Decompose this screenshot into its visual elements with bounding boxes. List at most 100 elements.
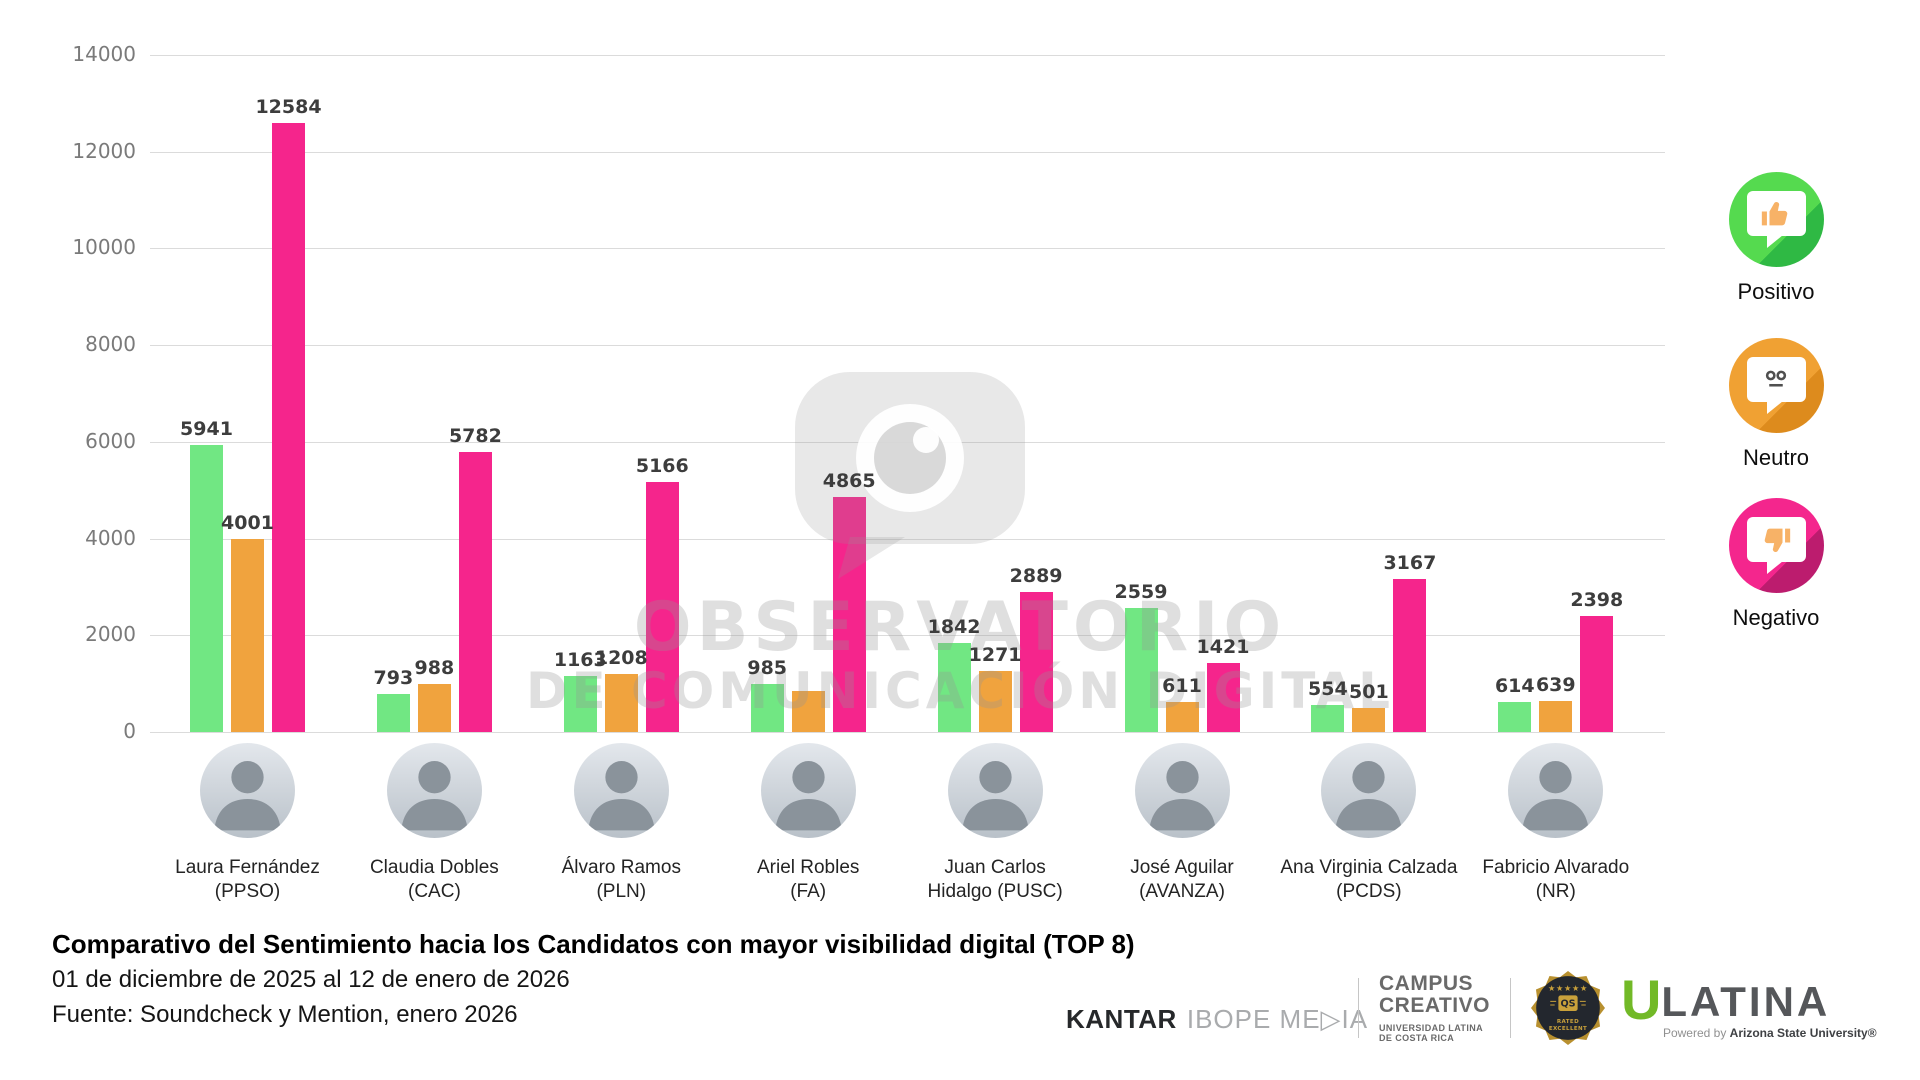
bar-value-label: 639 bbox=[1535, 674, 1576, 696]
candidate: Ana Virginia Calzada (PCDS) bbox=[1263, 732, 1475, 904]
candidate-name-line2: (PPSO) bbox=[214, 881, 281, 902]
bar-value-label: 12584 bbox=[255, 96, 322, 118]
bar-neutro bbox=[417, 684, 451, 732]
candidate: Fabricio Alvarado (NR) bbox=[1450, 732, 1662, 904]
candidate: José Aguilar (AVANZA) bbox=[1076, 732, 1288, 904]
bar-positivo bbox=[937, 643, 971, 732]
candidate-name-line1: Ariel Robles bbox=[756, 857, 860, 878]
divider bbox=[1509, 978, 1511, 1038]
bar-group: 554 501 3167 bbox=[1308, 552, 1436, 732]
y-tick-label: 12000 bbox=[72, 138, 136, 163]
bar-slot: 1208 bbox=[595, 647, 648, 732]
bar-value-label: 611 bbox=[1162, 675, 1202, 697]
y-tick-label: 6000 bbox=[85, 428, 136, 453]
partner-logos: CAMPUS CREATIVO UNIVERSIDAD LATINA DE CO… bbox=[1338, 956, 1877, 1060]
bar-slot: 554 bbox=[1308, 678, 1348, 732]
legend-item-neutro: Neutro bbox=[1690, 338, 1862, 471]
bar-slot: 1271 bbox=[969, 644, 1022, 732]
bar-value-label: 793 bbox=[373, 667, 414, 689]
svg-text:EXCELLENT: EXCELLENT bbox=[1549, 1026, 1587, 1032]
bar-negativo bbox=[272, 123, 305, 732]
bar-value-label: 5782 bbox=[448, 425, 502, 447]
candidate: Laura Fernández (PPSO) bbox=[142, 732, 354, 904]
candidate-photo bbox=[200, 743, 295, 838]
bar-slot: 793 bbox=[374, 667, 413, 732]
bar-slot: 5782 bbox=[449, 425, 502, 732]
candidate: Ariel Robles (FA) bbox=[702, 732, 914, 904]
bar-slot: 639 bbox=[1536, 674, 1576, 732]
bar-value-label: 5941 bbox=[180, 418, 233, 440]
bar-positivo bbox=[750, 684, 784, 732]
y-tick-label: 14000 bbox=[72, 42, 136, 66]
bar-value-label: 1842 bbox=[927, 616, 981, 638]
bar-neutro bbox=[978, 671, 1012, 732]
candidate-name-line1: Claudia Dobles bbox=[369, 857, 499, 878]
candidate-name: José Aguilar (AVANZA) bbox=[1076, 856, 1288, 904]
legend-label-negativo: Negativo bbox=[1732, 605, 1820, 630]
legend-item-negativo: Negativo bbox=[1690, 498, 1862, 631]
gridline bbox=[150, 441, 1665, 443]
bar-slot: 2559 bbox=[1115, 581, 1167, 732]
candidate-name-line2: (FA) bbox=[790, 881, 827, 902]
bar-negativo bbox=[1393, 579, 1427, 732]
bar-slot: 614 bbox=[1495, 675, 1535, 732]
bar-slot: 2889 bbox=[1010, 565, 1063, 732]
bar-positivo bbox=[1498, 702, 1532, 732]
bar-value-label: 2398 bbox=[1570, 589, 1624, 611]
kantar-ibope-media-logo: KANTAR IBOPE ME▷IA bbox=[1066, 1004, 1368, 1035]
bar-value-label: 1421 bbox=[1196, 636, 1250, 658]
bar-neutro bbox=[1165, 702, 1199, 732]
candidate-name-line1: Álvaro Ramos bbox=[561, 857, 681, 878]
candidate-name: Claudia Dobles (CAC) bbox=[328, 856, 540, 904]
bar-value-label: 554 bbox=[1308, 678, 1348, 700]
bar-group: 985 4865 bbox=[747, 470, 876, 732]
bar-value-label: 1208 bbox=[594, 647, 648, 669]
candidate-name-line1: Juan Carlos bbox=[944, 857, 1046, 878]
bar-slot: 2398 bbox=[1570, 589, 1623, 732]
bar-neutro bbox=[231, 539, 264, 732]
bar-value-label: 2889 bbox=[1009, 565, 1063, 587]
gridline bbox=[150, 248, 1665, 250]
bar-value-label: 1271 bbox=[968, 644, 1022, 666]
candidate-name-line2: (PLN) bbox=[596, 881, 647, 902]
bar-slot: 12584 bbox=[255, 96, 322, 732]
bar-slot: 3167 bbox=[1383, 552, 1436, 732]
candidate-name: Juan Carlos Hidalgo (PUSC) bbox=[889, 856, 1101, 904]
bar-negativo bbox=[1019, 592, 1053, 732]
candidate-name-line2: Hidalgo (PUSC) bbox=[927, 881, 1063, 902]
qs-rated-excellent-badge: ★★★★★ QS RATED EXCELLENT bbox=[1530, 971, 1605, 1045]
bar-group: 2559 611 1421 bbox=[1115, 581, 1249, 732]
bar-positivo bbox=[376, 694, 410, 732]
bar-positivo bbox=[563, 676, 597, 732]
candidate-name-line2: (AVANZA) bbox=[1139, 881, 1225, 902]
candidate-photo bbox=[1508, 743, 1604, 838]
candidate: Claudia Dobles (CAC) bbox=[328, 732, 540, 904]
bar-slot: 5166 bbox=[636, 455, 689, 732]
bar-slot: 4001 bbox=[221, 512, 274, 732]
bar-group: 793 988 5782 bbox=[374, 425, 502, 732]
bar-group: 5941 4001 12584 bbox=[180, 96, 322, 732]
bar-value-label: 4865 bbox=[822, 470, 876, 492]
legend-label-neutro: Neutro bbox=[1742, 445, 1810, 470]
svg-text:★★★★★: ★★★★★ bbox=[1548, 983, 1588, 993]
bar-positivo bbox=[190, 445, 223, 732]
candidate-name-line1: Ana Virginia Calzada bbox=[1280, 857, 1458, 878]
candidates-row: Laura Fernández (PPSO) Claudia Dobles (CAC)… bbox=[150, 732, 1665, 947]
candidate-name: Ariel Robles (FA) bbox=[702, 856, 914, 904]
negative-sentiment-icon bbox=[1728, 498, 1824, 593]
candidate-photo bbox=[1134, 743, 1230, 838]
gridline bbox=[150, 151, 1665, 153]
gridline bbox=[150, 55, 1665, 56]
sentiment-legend: Positivo Neutro bbox=[1690, 150, 1862, 650]
ulatina-logo: U LATINA Powered by Arizona State Univer… bbox=[1621, 972, 1877, 1041]
bar-value-label: 2559 bbox=[1114, 581, 1168, 603]
campus-line: CAMPUS bbox=[1379, 972, 1474, 995]
campus-creativo-logo: CAMPUS CREATIVO UNIVERSIDAD LATINA DE CO… bbox=[1379, 972, 1490, 1044]
y-tick-label: 10000 bbox=[72, 235, 136, 260]
candidate-name-line2: (CAC) bbox=[408, 881, 461, 902]
bar-slot: 1163 bbox=[554, 649, 607, 732]
campus-line: CREATIVO bbox=[1379, 994, 1490, 1017]
candidate-name-line1: Fabricio Alvarado bbox=[1482, 857, 1630, 878]
bar-group: 1842 1271 2889 bbox=[928, 565, 1063, 732]
